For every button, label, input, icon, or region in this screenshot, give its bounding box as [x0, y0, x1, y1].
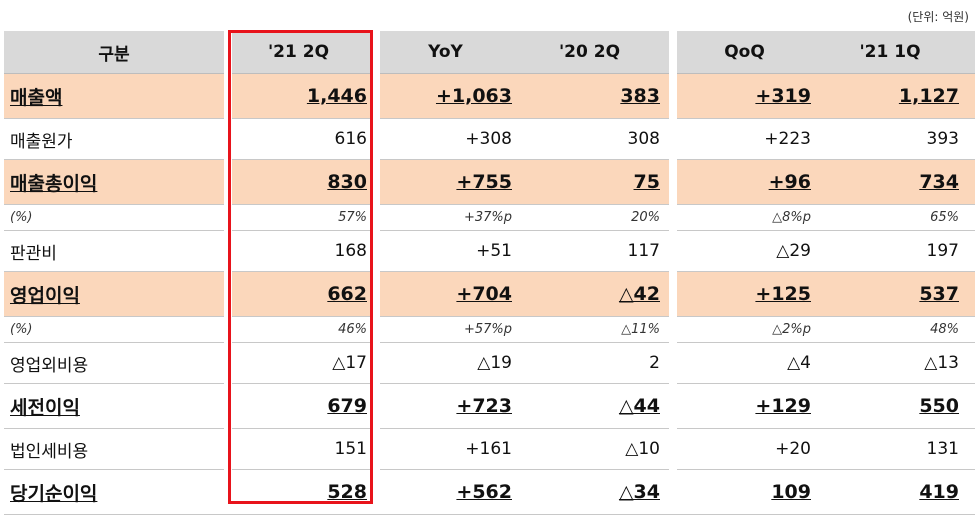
cell-qoq: +129 — [755, 395, 811, 417]
cell-yoy: +755 — [456, 171, 512, 193]
cell-yoy: +704 — [456, 283, 512, 305]
cell-21-2q: 830 — [327, 171, 367, 193]
row-label: (%) — [10, 210, 33, 225]
table-row: 영업이익 662 +704 △42 +125 537 — [4, 272, 975, 317]
table-row: 세전이익 679 +723 △44 +129 550 — [4, 384, 975, 429]
table-row: (%) 46% +57%p △11% △2%p 48% — [4, 317, 975, 343]
row-label: 당기순이익 — [10, 482, 98, 505]
cell-20-2q: 308 — [627, 129, 660, 149]
cell-yoy: +723 — [456, 395, 512, 417]
cell-21-2q: 57% — [338, 210, 367, 225]
header-21-2q: '21 2Q — [267, 42, 330, 62]
cell-20-2q: 117 — [627, 241, 660, 261]
cell-21-2q: 616 — [334, 129, 367, 149]
table-row: 법인세비용 151 +161 △10 +20 131 — [4, 429, 975, 470]
cell-yoy: +37%p — [463, 210, 512, 225]
cell-20-2q: 75 — [633, 171, 660, 193]
cell-qoq: △29 — [776, 241, 811, 261]
cell-20-2q: △44 — [618, 395, 660, 417]
cell-21-1q: 48% — [930, 322, 959, 337]
cell-20-2q: 2 — [649, 353, 660, 373]
cell-21-1q: 65% — [930, 210, 959, 225]
row-label: 영업이익 — [10, 284, 80, 307]
cell-21-2q: 151 — [334, 439, 367, 459]
cell-21-1q: 537 — [919, 283, 959, 305]
header-yoy: YoY — [428, 42, 463, 62]
table-row: 판관비 168 +51 117 △29 197 — [4, 231, 975, 272]
row-label: 매출총이익 — [10, 172, 98, 195]
cell-qoq: △2%p — [772, 322, 811, 337]
table-row: 매출액 1,446 +1,063 383 +319 1,127 — [4, 74, 975, 119]
row-label: 세전이익 — [10, 396, 80, 419]
cell-21-1q: 550 — [919, 395, 959, 417]
table-row: (%) 57% +37%p 20% △8%p 65% — [4, 205, 975, 231]
row-label: 판관비 — [10, 243, 57, 264]
cell-21-2q: 46% — [338, 322, 367, 337]
cell-qoq: +20 — [775, 439, 811, 459]
table-row: 매출총이익 830 +755 75 +96 734 — [4, 160, 975, 205]
table-row: 당기순이익 528 +562 △34 109 419 — [4, 470, 975, 515]
cell-qoq: +96 — [768, 171, 811, 193]
table-row: 매출원가 616 +308 308 +223 393 — [4, 119, 975, 160]
row-label: (%) — [10, 322, 33, 337]
header-21-1q: '21 1Q — [859, 42, 921, 62]
cell-20-2q: 383 — [620, 85, 660, 107]
highlight-box-21-2q — [228, 30, 373, 504]
cell-20-2q: △34 — [618, 481, 660, 503]
cell-21-2q: △17 — [332, 353, 367, 373]
header-qoq: QoQ — [724, 42, 765, 62]
table-row: 영업외비용 △17 △19 2 △4 △13 — [4, 343, 975, 384]
financial-table: 구분 '21 2Q YoY '20 2Q QoQ '21 1Q 매출액 1,44… — [4, 31, 975, 515]
cell-qoq: +223 — [764, 129, 811, 149]
header-20-2q: '20 2Q — [558, 42, 621, 62]
cell-yoy: +51 — [476, 241, 512, 261]
column-separator — [372, 31, 380, 503]
cell-20-2q: 20% — [631, 210, 660, 225]
cell-20-2q: △11% — [621, 322, 660, 337]
cell-yoy: +308 — [465, 129, 512, 149]
cell-21-1q: 734 — [919, 171, 959, 193]
cell-20-2q: △10 — [625, 439, 660, 459]
cell-21-1q: 419 — [919, 481, 959, 503]
cell-yoy: +1,063 — [435, 85, 512, 107]
cell-yoy: +57%p — [463, 322, 512, 337]
cell-21-1q: 197 — [926, 241, 959, 261]
cell-21-1q: 393 — [926, 129, 959, 149]
cell-21-1q: △13 — [924, 353, 959, 373]
cell-qoq: +125 — [755, 283, 811, 305]
cell-21-1q: 131 — [926, 439, 959, 459]
cell-21-2q: 528 — [327, 481, 367, 503]
row-label: 매출액 — [10, 86, 63, 109]
row-label: 매출원가 — [10, 131, 73, 152]
unit-label: (단위: 억원) — [907, 10, 969, 24]
cell-qoq: 109 — [771, 481, 811, 503]
cell-21-2q: 168 — [334, 241, 367, 261]
header-category: 구분 — [98, 44, 130, 65]
cell-21-2q: 1,446 — [306, 85, 367, 107]
cell-qoq: +319 — [755, 85, 811, 107]
cell-21-2q: 679 — [327, 395, 367, 417]
cell-yoy: △19 — [477, 353, 512, 373]
table-header: 구분 '21 2Q YoY '20 2Q QoQ '21 1Q — [4, 31, 975, 74]
cell-yoy: +161 — [465, 439, 512, 459]
row-label: 법인세비용 — [10, 441, 89, 462]
cell-21-1q: 1,127 — [898, 85, 959, 107]
cell-qoq: △8%p — [772, 210, 811, 225]
cell-21-2q: 662 — [327, 283, 367, 305]
cell-qoq: △4 — [787, 353, 811, 373]
row-label: 영업외비용 — [10, 355, 89, 376]
column-separator — [669, 31, 677, 503]
cell-yoy: +562 — [456, 481, 512, 503]
cell-20-2q: △42 — [618, 283, 660, 305]
